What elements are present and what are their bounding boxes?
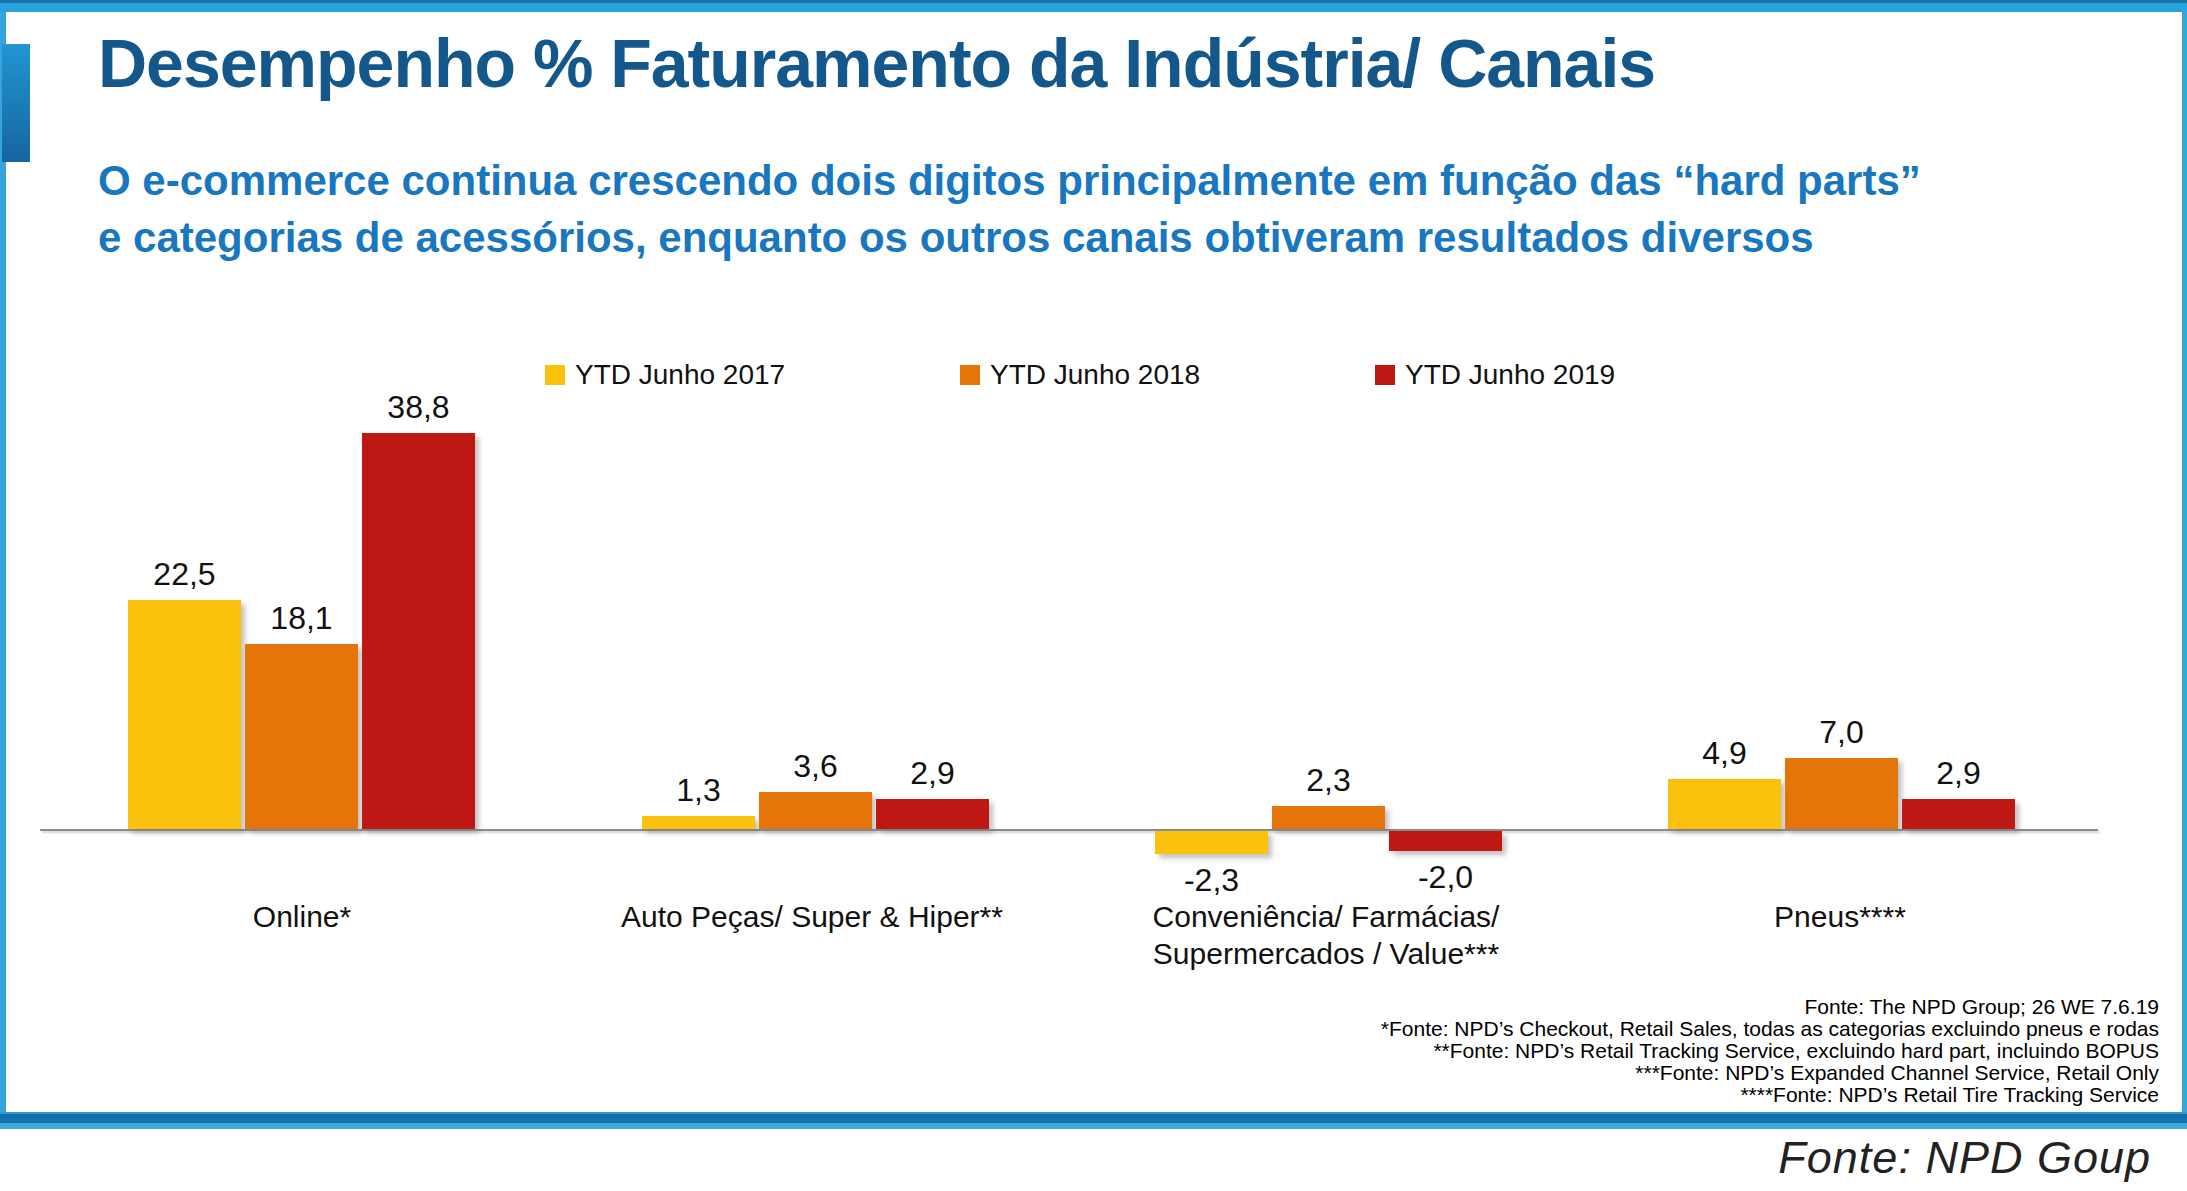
top-accent-bar bbox=[0, 0, 2187, 12]
footnotes-block: Fonte: The NPD Group; 26 WE 7.6.19 *Font… bbox=[1381, 996, 2159, 1106]
bar bbox=[1389, 831, 1502, 851]
bar-value-label: 2,9 bbox=[848, 755, 1018, 792]
subtitle-line-1: O e-commerce continua crescendo dois dig… bbox=[98, 152, 2118, 209]
category-label: Pneus**** bbox=[1580, 898, 2100, 935]
right-accent-bar bbox=[2182, 10, 2187, 1112]
bar bbox=[1155, 831, 1268, 854]
bar-value-label: -2,3 bbox=[1127, 862, 1297, 899]
bar bbox=[1272, 806, 1385, 829]
slide: Desempenho % Faturamento da Indústria/ C… bbox=[0, 0, 2187, 1191]
legend-label-2019: YTD Junho 2019 bbox=[1405, 359, 1615, 391]
bar bbox=[642, 816, 755, 829]
legend-item-2019: YTD Junho 2019 bbox=[1375, 358, 1615, 392]
footer-source-text: Fonte: NPD Goup bbox=[1778, 1132, 2151, 1184]
left-accent-bar bbox=[0, 12, 6, 1112]
bar-value-label: -2,0 bbox=[1361, 859, 1531, 896]
bar bbox=[245, 644, 358, 829]
legend-label-2018: YTD Junho 2018 bbox=[990, 359, 1200, 391]
bar bbox=[759, 792, 872, 829]
bar bbox=[876, 799, 989, 829]
page-title: Desempenho % Faturamento da Indústria/ C… bbox=[98, 24, 2078, 102]
legend-item-2017: YTD Junho 2017 bbox=[545, 358, 785, 392]
bottom-accent-bar bbox=[0, 1112, 2187, 1129]
legend-swatch-2017 bbox=[545, 365, 565, 385]
bar-value-label: 38,8 bbox=[334, 389, 504, 426]
title-accent-rectangle bbox=[2, 44, 30, 162]
bar bbox=[1668, 779, 1781, 829]
legend-item-2018: YTD Junho 2018 bbox=[960, 358, 1200, 392]
category-label: Conveniência/ Farmácias/ Supermercados /… bbox=[1066, 898, 1586, 972]
legend-swatch-2018 bbox=[960, 365, 980, 385]
category-label: Online* bbox=[42, 898, 562, 935]
footnote-line: ***Fonte: NPD’s Expanded Channel Service… bbox=[1381, 1062, 2159, 1084]
chart-legend: YTD Junho 2017 YTD Junho 2018 YTD Junho … bbox=[0, 358, 2187, 392]
bar-value-label: 2,9 bbox=[1874, 755, 2044, 792]
footnote-line: ****Fonte: NPD’s Retail Tire Tracking Se… bbox=[1381, 1084, 2159, 1106]
legend-label-2017: YTD Junho 2017 bbox=[575, 359, 785, 391]
footnote-line: Fonte: The NPD Group; 26 WE 7.6.19 bbox=[1381, 996, 2159, 1018]
bar bbox=[362, 433, 475, 829]
subtitle-line-2: e categorias de acessórios, enquanto os … bbox=[98, 209, 2118, 266]
bar bbox=[1902, 799, 2015, 829]
bar-value-label: 2,3 bbox=[1244, 762, 1414, 799]
bar-value-label: 22,5 bbox=[100, 556, 270, 593]
footnote-line: *Fonte: NPD’s Checkout, Retail Sales, to… bbox=[1381, 1018, 2159, 1040]
page-subtitle: O e-commerce continua crescendo dois dig… bbox=[98, 152, 2118, 266]
bar-value-label: 7,0 bbox=[1757, 714, 1927, 751]
footnote-line: **Fonte: NPD’s Retail Tracking Service, … bbox=[1381, 1040, 2159, 1062]
category-label: Auto Peças/ Super & Hiper** bbox=[552, 898, 1072, 935]
x-axis-line bbox=[40, 829, 2098, 831]
bar-value-label: 18,1 bbox=[217, 600, 387, 637]
legend-swatch-2019 bbox=[1375, 365, 1395, 385]
